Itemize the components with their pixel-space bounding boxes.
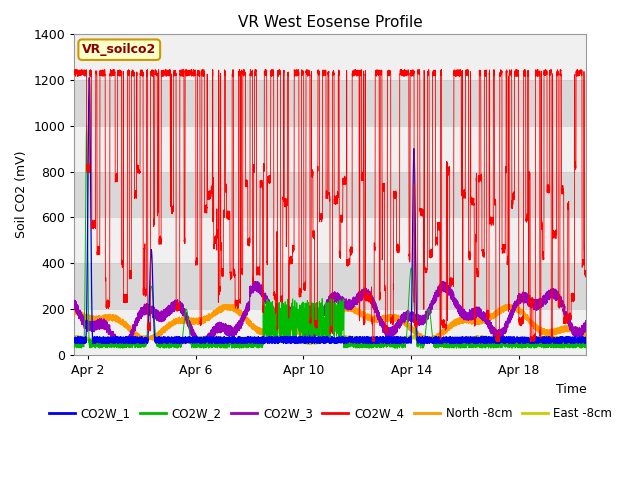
- Bar: [74, 309, 586, 355]
- Y-axis label: Soil CO2 (mV): Soil CO2 (mV): [15, 151, 28, 238]
- Title: VR West Eosense Profile: VR West Eosense Profile: [238, 15, 423, 30]
- Legend: CO2W_1, CO2W_2, CO2W_3, CO2W_4, North -8cm, East -8cm: CO2W_1, CO2W_2, CO2W_3, CO2W_4, North -8…: [44, 403, 617, 425]
- Bar: [74, 126, 586, 171]
- Bar: [74, 80, 586, 126]
- Bar: [74, 171, 586, 217]
- X-axis label: Time: Time: [556, 383, 586, 396]
- Bar: [74, 34, 586, 80]
- Text: VR_soilco2: VR_soilco2: [82, 43, 156, 56]
- Bar: [74, 263, 586, 309]
- Bar: [74, 217, 586, 263]
